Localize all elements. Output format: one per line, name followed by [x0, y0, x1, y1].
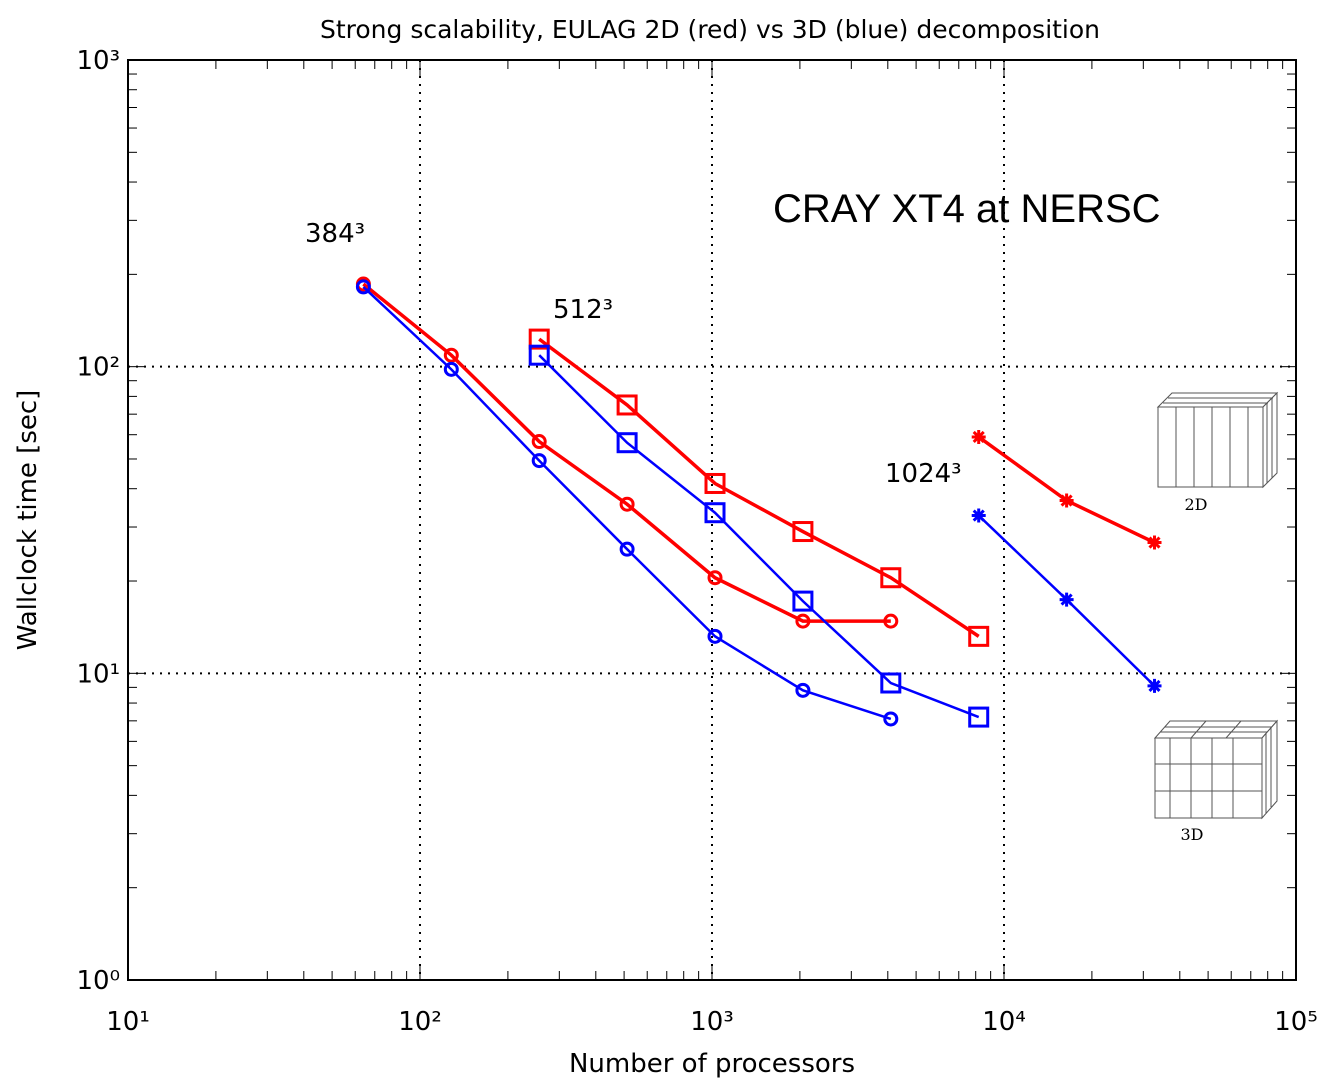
marker: [704, 472, 726, 494]
annotation: 384³: [305, 219, 365, 249]
marker: [443, 361, 459, 377]
marker: [883, 613, 899, 629]
x-axis-label: Number of processors: [569, 1049, 855, 1079]
x-tick-label: 10¹: [106, 1007, 150, 1037]
marker: [531, 434, 547, 450]
marker: [1059, 493, 1074, 508]
marker: [792, 521, 814, 543]
x-tick-label: 10⁵: [1274, 1007, 1318, 1037]
y-axis-label: Wallclock time [sec]: [13, 390, 43, 651]
cube-3d-icon: [1153, 719, 1279, 820]
annotation: CRAY XT4 at NERSC: [773, 187, 1161, 231]
marker: [528, 328, 550, 350]
marker: [792, 590, 814, 612]
series-line: [538, 354, 980, 719]
series-line: [362, 285, 892, 721]
marker: [968, 706, 990, 728]
marker: [443, 347, 459, 363]
marker: [1059, 592, 1074, 607]
y-tick-label: 10²: [76, 353, 120, 383]
series-line: [977, 435, 1156, 545]
marker: [795, 613, 811, 629]
cube-2d-icon: [1156, 391, 1279, 489]
annotation: 3D: [1180, 825, 1203, 844]
marker: [883, 711, 899, 727]
y-tick-label: 10⁰: [76, 966, 120, 996]
x-tick-label: 10³: [690, 1007, 734, 1037]
marker: [619, 541, 635, 557]
marker: [707, 570, 723, 586]
marker: [968, 625, 990, 647]
marker: [704, 502, 726, 524]
y-tick-label: 10³: [76, 46, 120, 76]
series-line: [538, 337, 980, 638]
marker: [971, 429, 986, 444]
annotation: 2D: [1184, 495, 1207, 514]
plot-frame: [127, 59, 1297, 981]
chart-title: Strong scalability, EULAG 2D (red) vs 3D…: [320, 15, 1100, 44]
marker: [619, 496, 635, 512]
marker: [355, 279, 371, 295]
marker: [616, 432, 638, 454]
marker: [1147, 678, 1162, 693]
marker: [795, 682, 811, 698]
marker: [531, 453, 547, 469]
x-tick-label: 10²: [398, 1007, 442, 1037]
annotation: 1024³: [885, 459, 962, 489]
marker: [971, 508, 986, 523]
marker: [1147, 535, 1162, 550]
marker: [880, 567, 902, 589]
marker: [616, 394, 638, 416]
y-tick-label: 10¹: [76, 659, 120, 689]
series-line: [362, 282, 891, 623]
marker: [880, 672, 902, 694]
marker: [528, 344, 550, 366]
annotation: 512³: [553, 295, 613, 325]
marker: [707, 628, 723, 644]
x-tick-label: 10⁴: [982, 1007, 1026, 1037]
